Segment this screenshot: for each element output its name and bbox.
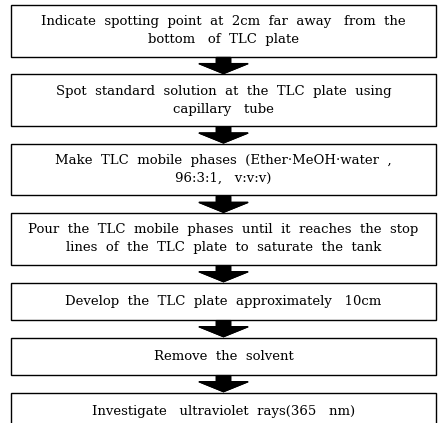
Polygon shape <box>199 321 248 337</box>
Polygon shape <box>199 127 248 143</box>
Text: Develop  the  TLC  plate  approximately   10cm: Develop the TLC plate approximately 10cm <box>65 295 382 308</box>
Bar <box>11 213 436 265</box>
Bar <box>11 393 436 423</box>
Polygon shape <box>199 58 248 74</box>
Polygon shape <box>199 58 248 74</box>
Polygon shape <box>199 376 248 392</box>
Text: Indicate  spotting  point  at  2cm  far  away   from  the
bottom   of  TLC  plat: Indicate spotting point at 2cm far away … <box>41 15 406 47</box>
Polygon shape <box>199 127 248 143</box>
Bar <box>11 5 436 57</box>
Bar <box>11 338 436 375</box>
Bar <box>11 74 436 126</box>
Text: Remove  the  solvent: Remove the solvent <box>154 350 293 363</box>
Polygon shape <box>199 376 248 392</box>
Polygon shape <box>199 321 248 337</box>
Bar <box>11 283 436 320</box>
Text: Investigate   ultraviolet  rays(365   nm): Investigate ultraviolet rays(365 nm) <box>92 405 355 418</box>
Text: Make  TLC  mobile  phases  (Ether·MeOH·water  ,
96:3:1,   v:v:v): Make TLC mobile phases (Ether·MeOH·water… <box>55 154 392 185</box>
Text: Pour  the  TLC  mobile  phases  until  it  reaches  the  stop
lines  of  the  TL: Pour the TLC mobile phases until it reac… <box>28 223 419 255</box>
Polygon shape <box>199 196 248 212</box>
Text: Spot  standard  solution  at  the  TLC  plate  using
capillary   tube: Spot standard solution at the TLC plate … <box>56 85 391 116</box>
Polygon shape <box>199 266 248 282</box>
Bar <box>11 144 436 195</box>
Polygon shape <box>199 266 248 282</box>
Polygon shape <box>199 196 248 212</box>
